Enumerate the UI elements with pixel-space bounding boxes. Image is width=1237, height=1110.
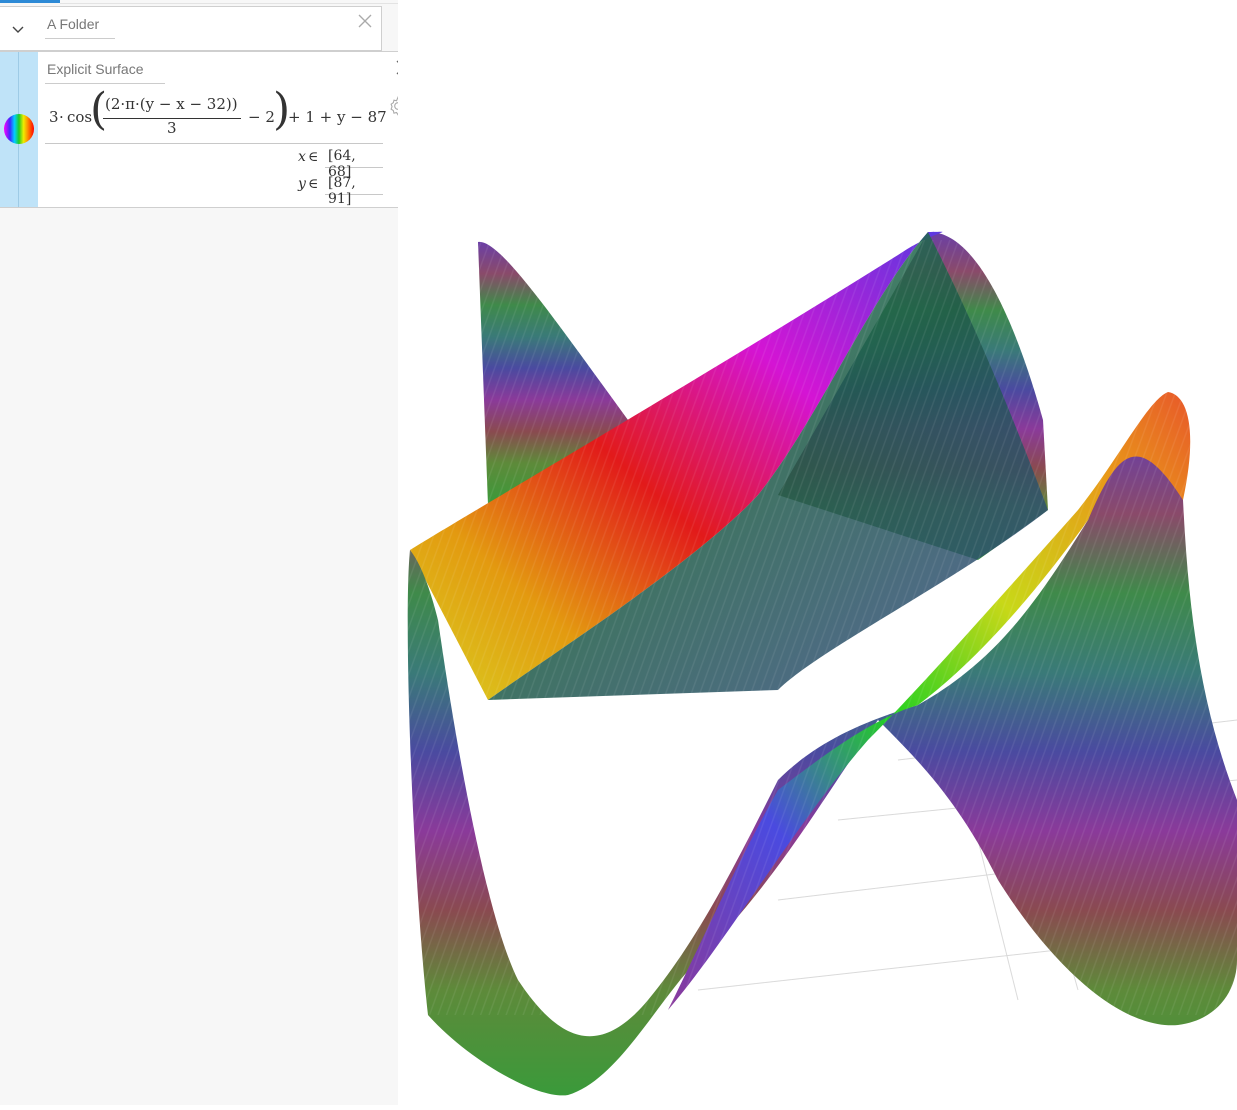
sidebar: A Folder Explicit Surface 3 · cos ( (2·π… [0, 0, 420, 1105]
fraction-bar [103, 118, 241, 119]
3d-graph-canvas[interactable] [398, 0, 1237, 1105]
chevron-down-icon[interactable] [11, 25, 25, 35]
surface-texture [407, 240, 1237, 1015]
folder-item[interactable]: A Folder [0, 6, 382, 51]
x-variable: x [298, 149, 306, 165]
3d-surface-plot[interactable] [398, 0, 1237, 1105]
explicit-surface-item[interactable]: Explicit Surface 3 · cos ( (2·π·(y − x −… [0, 51, 420, 208]
formula-input[interactable]: 3 · cos ( (2·π·(y − x − 32)) 3 − 2 ) + 1… [45, 84, 387, 144]
formula-close-paren: ) [273, 84, 291, 135]
rainbow-swatch-icon[interactable] [4, 114, 34, 144]
y-range-input[interactable]: [87, 91] [325, 175, 383, 207]
formula-numerator: (2·π·(y − x − 32)) [105, 95, 238, 113]
formula-open-paren: ( [90, 84, 108, 135]
top-divider [60, 3, 398, 4]
formula-coefficient: 3 [49, 108, 59, 126]
x-range-input[interactable]: [64, 68] [325, 148, 383, 180]
active-tab-indicator [0, 0, 60, 3]
surface-title-field[interactable]: Explicit Surface [45, 60, 165, 84]
formula-minus-term: − 2 [248, 108, 275, 126]
y-variable: y [298, 176, 306, 192]
formula-tail: + 1 + y − 87 [288, 108, 387, 126]
x-element-of: ∈ [308, 149, 319, 165]
formula-denominator: 3 [167, 119, 177, 137]
close-icon[interactable] [358, 14, 372, 28]
y-element-of: ∈ [308, 176, 319, 192]
folder-title-field[interactable]: A Folder [45, 15, 115, 39]
formula-function: cos [67, 108, 93, 126]
formula-dot: · [59, 108, 64, 126]
